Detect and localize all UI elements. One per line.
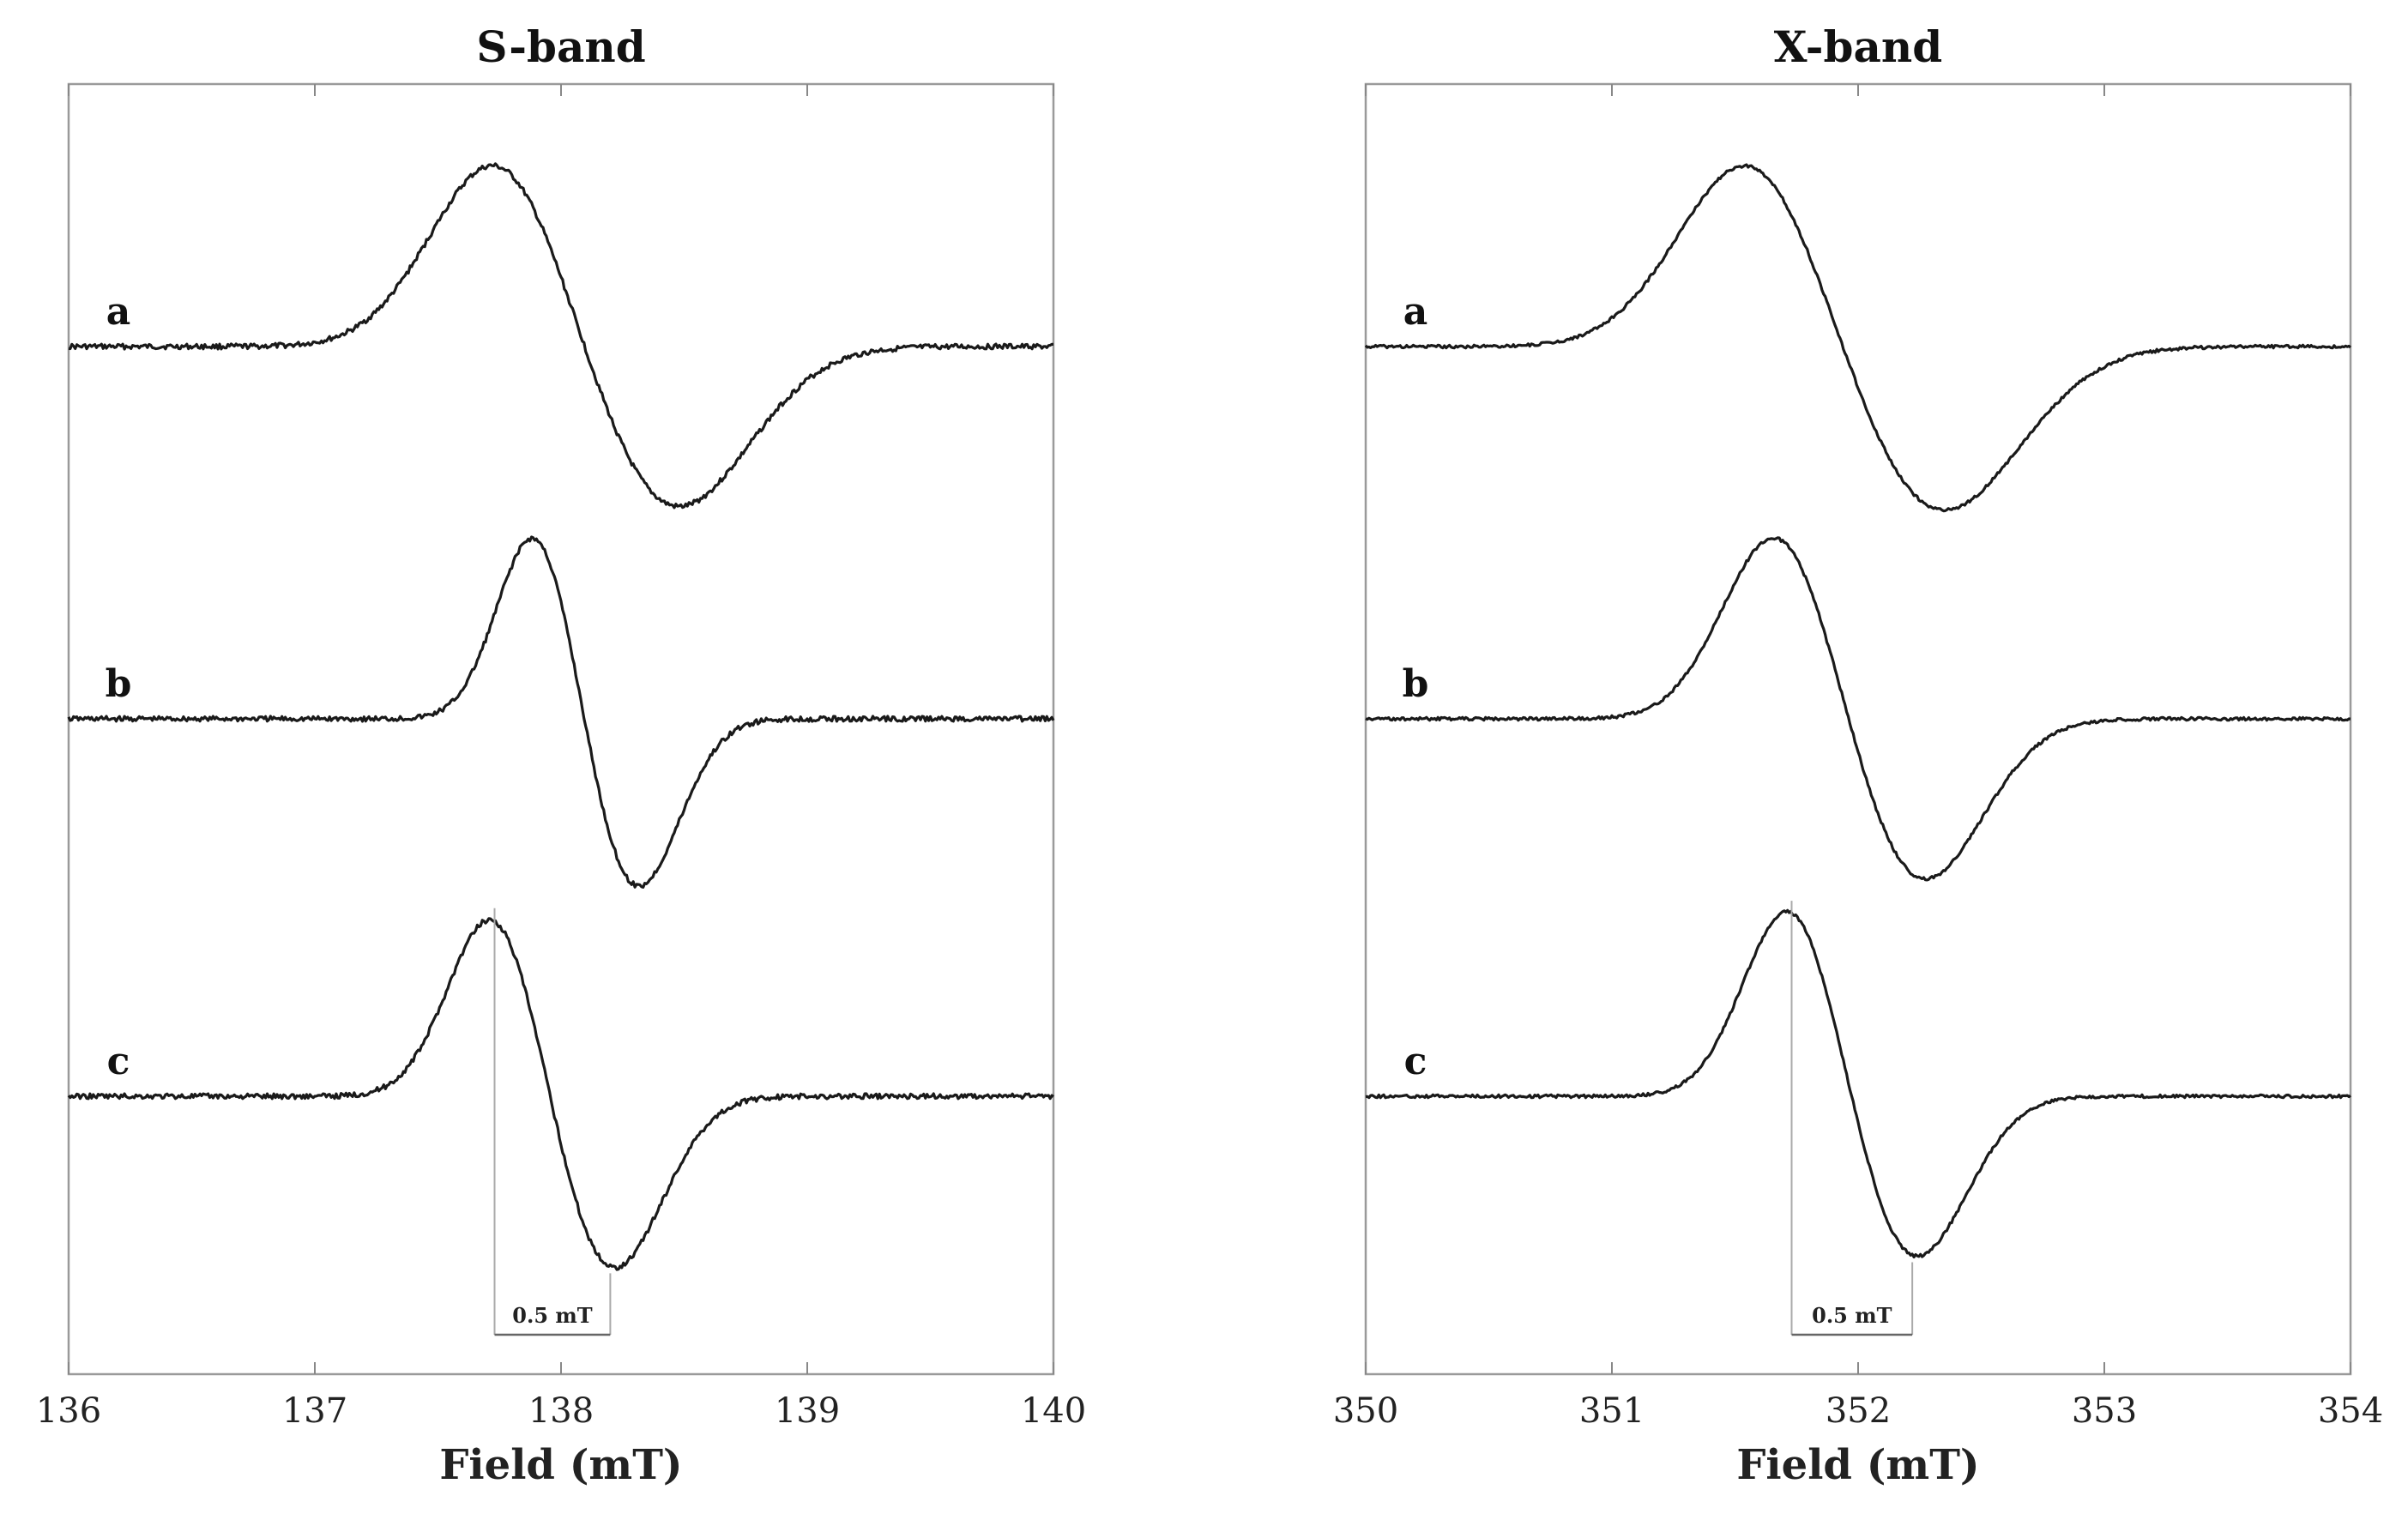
x-tick-label: 351 (1579, 1391, 1645, 1431)
trace-b (67, 535, 1055, 889)
x-tick-label: 137 (282, 1391, 347, 1431)
x-tick-label: 353 (2072, 1391, 2137, 1431)
trace-c (67, 917, 1054, 1271)
trace-c (1365, 908, 2351, 1259)
trace-label-a: a (106, 290, 131, 334)
trace-label-c: c (1404, 1040, 1427, 1083)
trace-label-b: b (1403, 662, 1429, 706)
x-tick-label: 350 (1333, 1391, 1398, 1431)
scale-bar-label: 0.5 mT (1812, 1303, 1892, 1328)
trace-a (1364, 163, 2351, 513)
x-tick-label: 352 (1826, 1391, 1891, 1431)
trace-label-c: c (107, 1040, 130, 1083)
x-tick-label: 136 (36, 1391, 101, 1431)
panel-title: X-band (1774, 21, 1942, 72)
plot-frame (1364, 82, 2352, 1376)
x-axis-label: Field (mT) (439, 1441, 682, 1489)
trace-label-b: b (106, 662, 132, 706)
panel-title: S-band (476, 21, 645, 72)
x-tick-label: 139 (775, 1391, 840, 1431)
panel-1: X-band 350 351 352 353 354 Field (mT) a b c 0.5 mT (1333, 21, 2383, 1489)
panel-0: S-band 136 137 138 139 140 Field (mT) a b c 0.5 mT (36, 21, 1086, 1489)
trace-a (68, 162, 1053, 510)
x-axis-label: Field (mT) (1736, 1441, 1979, 1489)
x-tick-label: 354 (2318, 1391, 2383, 1431)
x-tick-label: 140 (1021, 1391, 1086, 1431)
x-tick-label: 138 (528, 1391, 594, 1431)
trace-label-a: a (1403, 290, 1428, 334)
scale-bar-label: 0.5 mT (512, 1303, 593, 1328)
trace-b (1365, 536, 2351, 882)
